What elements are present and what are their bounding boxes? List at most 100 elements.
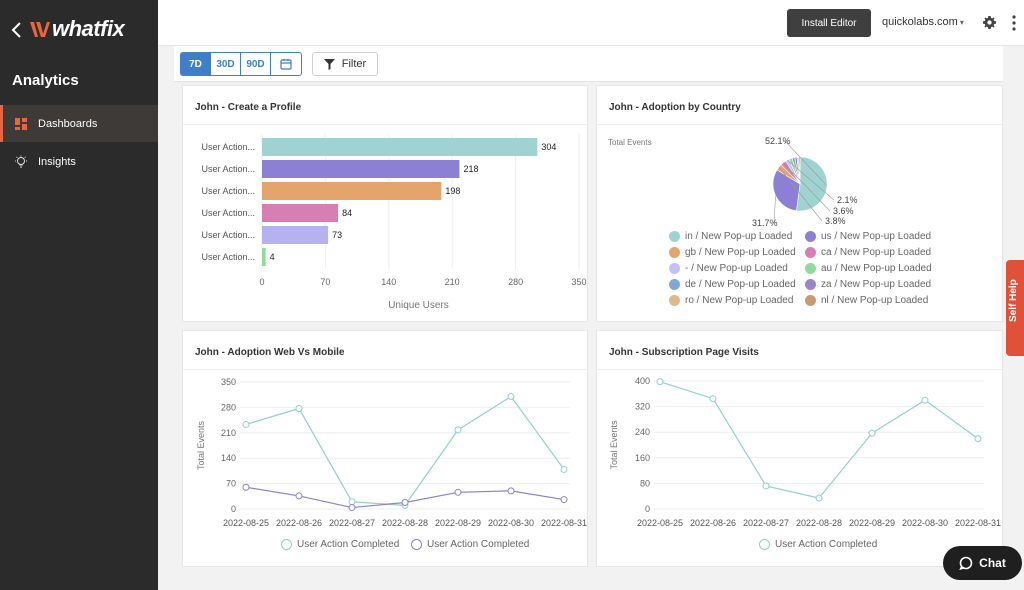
card-title: John - Adoption by Country (609, 102, 741, 113)
pie-leader-line (778, 166, 823, 222)
legend-swatch (805, 247, 816, 258)
card-subscription-visits: John - Subscription Page Visits 0 80 160 24… (596, 330, 1003, 567)
legend-item[interactable]: us / New Pop-up Loaded (805, 231, 931, 242)
data-point (709, 395, 717, 403)
pie-leader-line (773, 195, 776, 224)
bar-value-label: 73 (332, 230, 342, 240)
x-tick-label: 2022-08-26 (276, 518, 322, 528)
x-tick-label: 2022-08-28 (796, 518, 842, 528)
series-line (245, 395, 565, 506)
data-point (348, 498, 356, 506)
data-point (868, 429, 876, 437)
x-tick-label: 2022-08-31 (541, 518, 587, 528)
legend-item[interactable]: au / New Pop-up Loaded (805, 263, 932, 274)
category-label: User Action... (201, 208, 255, 218)
gear-icon[interactable] (982, 15, 997, 30)
legend-swatch (669, 279, 680, 290)
x-tick-label: 70 (320, 277, 330, 287)
legend-label: User Action Completed (297, 539, 400, 550)
pie-slice-label: 3.6% (833, 206, 854, 216)
install-editor-button[interactable]: Install Editor (787, 9, 871, 37)
range-7d[interactable]: 7D (181, 53, 211, 75)
whatfix-logo: whatfix (29, 14, 125, 44)
y-tick-label: 350 (221, 377, 236, 387)
back-arrow-icon[interactable] (8, 18, 26, 42)
pie-slice-label: 31.7% (752, 218, 778, 228)
data-point (295, 404, 303, 412)
bar (262, 182, 442, 200)
legend-swatch (281, 539, 292, 550)
legend-swatch (669, 247, 680, 258)
data-point (348, 504, 356, 512)
bar-chart: 0 70 140 210 280 350 User Action... 304 User Act… (201, 134, 587, 311)
legend-item[interactable]: in / New Pop-up Loaded (669, 231, 792, 242)
data-point (295, 492, 303, 500)
card-title: John - Adoption Web Vs Mobile (195, 347, 345, 358)
x-tick-label: 280 (508, 277, 523, 287)
y-axis-label: Total Events (196, 420, 206, 470)
legend-item[interactable]: ca / New Pop-up Loaded (805, 247, 931, 258)
range-30d[interactable]: 30D (211, 53, 241, 75)
divider (183, 369, 587, 370)
y-tick-label: 280 (221, 402, 236, 412)
legend-item[interactable]: za / New Pop-up Loaded (805, 279, 931, 290)
x-tick-label: 2022-08-30 (902, 518, 948, 528)
x-tick-label: 2022-08-29 (435, 518, 481, 528)
legend-item[interactable]: - / New Pop-up Loaded (669, 263, 788, 274)
x-tick-label: 2022-08-30 (488, 518, 534, 528)
category-label: User Action... (201, 230, 255, 240)
legend-label: ca / New Pop-up Loaded (821, 247, 932, 258)
date-range-selector: 7D 30D 90D (180, 52, 302, 76)
y-tick-label: 400 (635, 376, 650, 386)
data-point (815, 494, 823, 502)
data-point (560, 465, 568, 473)
data-point (242, 420, 250, 428)
legend-item[interactable]: de / New Pop-up Loaded (669, 279, 796, 290)
data-point (401, 498, 409, 506)
lightbulb-icon (15, 155, 27, 167)
self-help-tab[interactable]: Self Help (1006, 260, 1024, 356)
pie-leader-line (784, 140, 828, 186)
legend-swatch (669, 231, 680, 242)
divider (597, 124, 1002, 125)
sidebar-item-insights[interactable]: Insights (0, 143, 158, 180)
x-tick-label: 140 (381, 277, 396, 287)
data-point (242, 483, 250, 491)
x-axis-label: Unique Users (388, 300, 449, 311)
legend-swatch (805, 295, 816, 306)
y-tick-label: 320 (635, 402, 650, 412)
data-point (762, 482, 770, 490)
legend-item[interactable]: User Action Completed (281, 539, 399, 550)
account-label: quickolabs.com (882, 16, 958, 28)
chat-button[interactable]: Chat (943, 546, 1022, 580)
filter-icon (323, 58, 335, 70)
legend-label: - / New Pop-up Loaded (685, 263, 788, 274)
toolbar: 7D 30D 90D Filter (174, 46, 1003, 82)
x-tick-label: 2022-08-28 (382, 518, 428, 528)
sidebar-item-dashboards[interactable]: Dashboards (0, 105, 158, 142)
legend-swatch (805, 231, 816, 242)
bar (262, 226, 329, 244)
range-90d[interactable]: 90D (241, 53, 271, 75)
legend-item[interactable]: gb / New Pop-up Loaded (669, 247, 796, 258)
more-options-icon[interactable] (1011, 14, 1017, 32)
filter-button[interactable]: Filter (312, 52, 378, 76)
dashboard-icon (15, 117, 27, 130)
y-tick-label: 0 (645, 504, 650, 514)
calendar-button[interactable] (271, 53, 301, 75)
legend-item[interactable]: nl / New Pop-up Loaded (805, 295, 928, 306)
x-tick-label: 2022-08-25 (223, 518, 269, 528)
x-tick-label: 2022-08-27 (329, 518, 375, 528)
account-dropdown[interactable]: quickolabs.com ▾ (882, 16, 964, 28)
pie-leader-line (783, 162, 831, 212)
legend-item[interactable]: User Action Completed (411, 539, 529, 550)
x-tick-label: 2022-08-27 (743, 518, 789, 528)
y-tick-label: 80 (640, 478, 650, 488)
sidebar-item-label: Insights (38, 155, 76, 168)
legend-item[interactable]: User Action Completed (759, 539, 877, 550)
self-help-label: Self Help (1008, 279, 1019, 322)
legend-item[interactable]: ro / New Pop-up Loaded (669, 295, 793, 306)
category-label: User Action... (201, 142, 255, 152)
legend-label: de / New Pop-up Loaded (685, 279, 796, 290)
data-point (454, 488, 462, 496)
